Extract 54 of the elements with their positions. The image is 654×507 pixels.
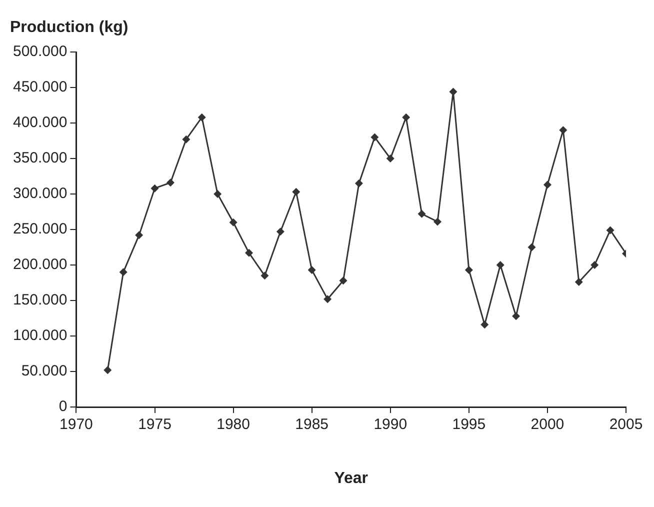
point — [543, 180, 552, 189]
point — [590, 261, 599, 269]
point — [166, 178, 174, 187]
point — [292, 188, 300, 196]
x-tick-label: 1985 — [295, 416, 329, 434]
y-tick-label: 200.000 — [12, 256, 68, 274]
point — [324, 295, 332, 304]
point — [150, 184, 159, 192]
x-tick-label: 1970 — [60, 416, 93, 434]
point — [528, 243, 536, 252]
point — [198, 113, 206, 122]
y-tick-label: 100.000 — [12, 327, 68, 344]
y-tick-label: 300.000 — [12, 185, 68, 202]
point — [260, 272, 269, 280]
point — [480, 320, 489, 329]
point — [434, 218, 442, 226]
point — [370, 133, 379, 142]
point — [418, 210, 426, 218]
point — [386, 154, 394, 162]
point — [245, 248, 254, 257]
y-axis-title: Production (kg) — [10, 19, 128, 36]
y-tick-label: 150.000 — [12, 292, 68, 309]
point — [559, 126, 568, 134]
point — [574, 278, 583, 286]
point — [512, 312, 520, 320]
point — [182, 135, 190, 144]
point — [402, 113, 410, 122]
y-tick-label: 250.000 — [12, 220, 68, 238]
y-tick-label: 0 — [58, 398, 68, 416]
x-tick-label: 2000 — [530, 416, 564, 434]
point — [606, 226, 614, 234]
point — [276, 228, 284, 236]
x-tick-label: 2005 — [609, 416, 643, 434]
point — [135, 231, 144, 240]
point — [449, 88, 458, 96]
y-tick-label: 450.000 — [12, 78, 68, 96]
y-tick-label: 350.000 — [12, 150, 68, 167]
x-tick-label: 1995 — [452, 416, 486, 434]
point — [104, 366, 112, 374]
point — [354, 179, 363, 188]
y-tick-label: 400.000 — [12, 114, 68, 132]
x-tick-label: 1990 — [374, 416, 408, 434]
point — [119, 268, 128, 276]
point — [214, 190, 222, 198]
x-tick-label: 1980 — [216, 416, 250, 434]
x-axis-title: Year — [334, 470, 368, 487]
point — [496, 261, 504, 269]
point — [229, 218, 238, 226]
y-tick-label: 50.000 — [21, 362, 68, 380]
point — [308, 266, 316, 274]
y-tick-label: 500.000 — [12, 43, 68, 60]
point — [339, 276, 348, 285]
point — [464, 266, 473, 274]
x-tick-label: 1975 — [138, 416, 172, 434]
